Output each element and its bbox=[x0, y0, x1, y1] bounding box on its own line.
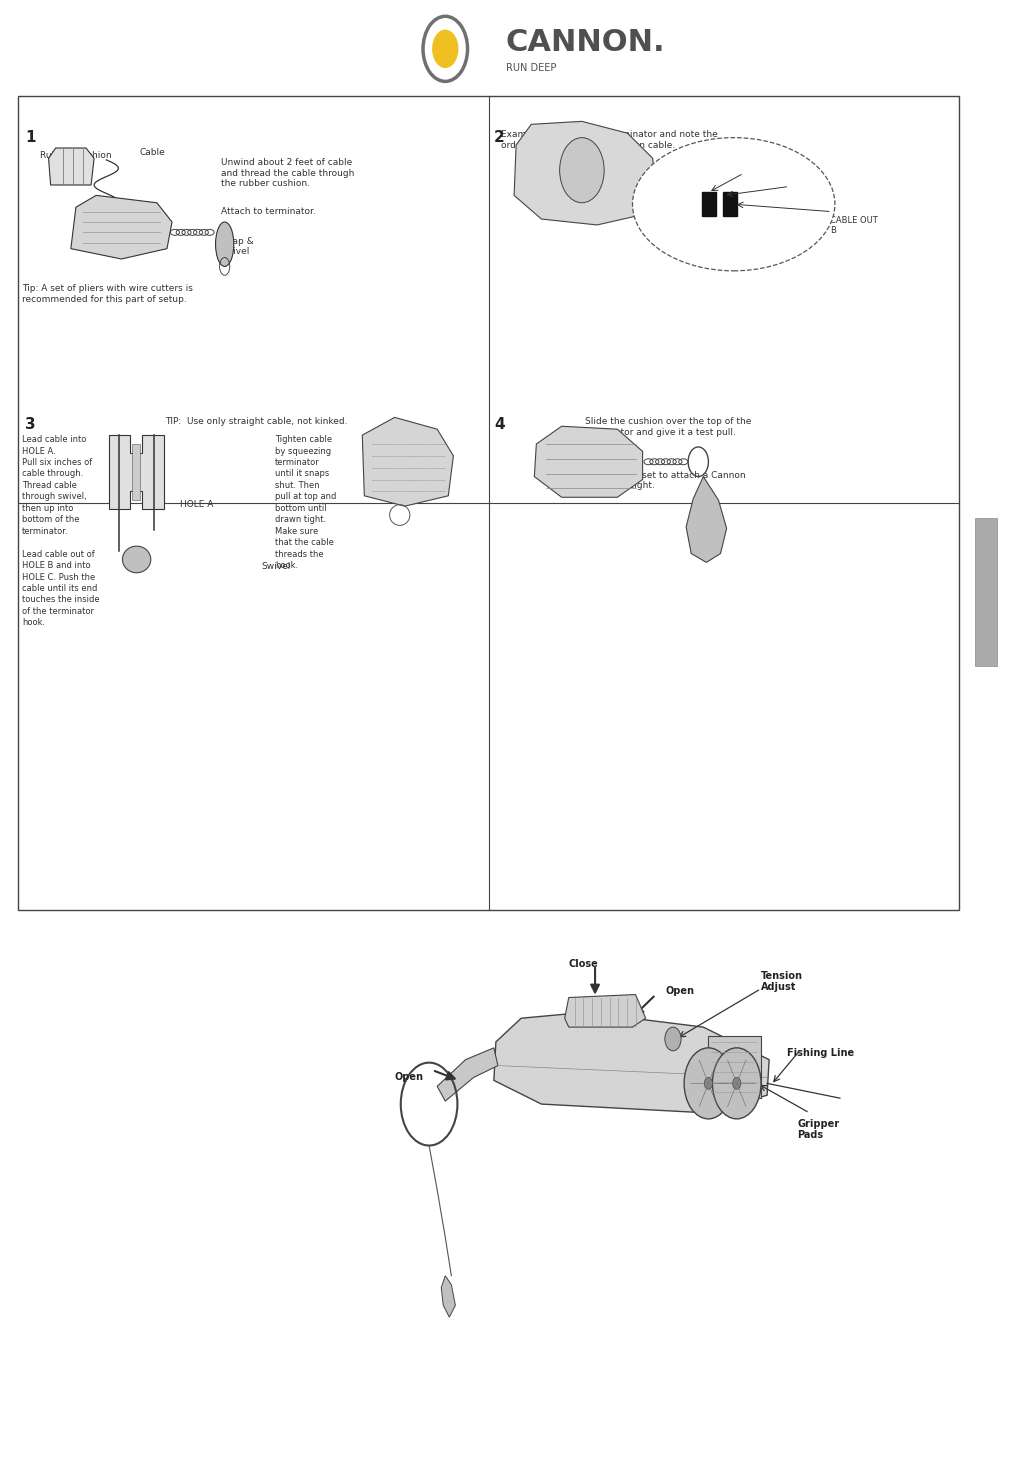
Text: Open: Open bbox=[665, 986, 695, 996]
Polygon shape bbox=[362, 417, 453, 506]
Polygon shape bbox=[493, 1012, 768, 1113]
Text: CABLE IN
A: CABLE IN A bbox=[738, 169, 776, 188]
Circle shape bbox=[432, 30, 458, 68]
Ellipse shape bbox=[632, 138, 834, 271]
Text: Fishing Line: Fishing Line bbox=[787, 1048, 853, 1058]
Circle shape bbox=[664, 1027, 680, 1051]
Text: Tighten cable
by squeezing
terminator
until it snaps
shut. Then
pull at top and
: Tighten cable by squeezing terminator un… bbox=[275, 435, 337, 570]
Text: Tip: A set of pliers with wire cutters is
recommended for this part of setup.: Tip: A set of pliers with wire cutters i… bbox=[22, 284, 193, 303]
Text: RUN DEEP: RUN DEEP bbox=[506, 64, 556, 73]
Polygon shape bbox=[441, 1276, 455, 1317]
Bar bbox=[974, 518, 996, 666]
Ellipse shape bbox=[215, 222, 234, 266]
Text: Snap &
Swivel: Snap & Swivel bbox=[220, 237, 253, 256]
Text: HOLE A: HOLE A bbox=[180, 500, 213, 509]
Polygon shape bbox=[49, 148, 94, 185]
Text: Gripper
Pads: Gripper Pads bbox=[797, 1119, 839, 1141]
Text: 1: 1 bbox=[25, 130, 35, 145]
Text: TIP:  Use only straight cable, not kinked.: TIP: Use only straight cable, not kinked… bbox=[165, 417, 347, 426]
Text: Rubber Cushion: Rubber Cushion bbox=[40, 151, 112, 160]
Bar bbox=[18, 96, 958, 910]
Text: Attach to terminator.: Attach to terminator. bbox=[220, 207, 315, 216]
Polygon shape bbox=[71, 195, 172, 259]
Bar bbox=[702, 192, 716, 216]
Bar bbox=[131, 444, 140, 500]
Polygon shape bbox=[437, 1048, 497, 1101]
Circle shape bbox=[423, 16, 467, 81]
Circle shape bbox=[683, 1048, 732, 1119]
Text: 4: 4 bbox=[493, 417, 503, 432]
Polygon shape bbox=[534, 426, 642, 497]
Text: CANNON.: CANNON. bbox=[506, 28, 665, 58]
Circle shape bbox=[712, 1048, 760, 1119]
Bar bbox=[722, 192, 736, 216]
Text: Open: Open bbox=[394, 1072, 424, 1082]
Circle shape bbox=[732, 1077, 740, 1089]
Text: Tension
Adjust: Tension Adjust bbox=[760, 971, 803, 993]
Text: 2: 2 bbox=[493, 130, 504, 145]
Text: Examine the top of the terminator and note the
order shown in the detail to run : Examine the top of the terminator and no… bbox=[500, 130, 717, 149]
Polygon shape bbox=[109, 435, 164, 509]
Text: The cable is set to attach a Cannon
Trolling Weight.: The cable is set to attach a Cannon Trol… bbox=[584, 471, 745, 490]
Bar bbox=[708, 1036, 760, 1098]
Polygon shape bbox=[564, 995, 645, 1027]
Text: 3: 3 bbox=[25, 417, 35, 432]
Circle shape bbox=[559, 138, 604, 203]
Text: Close: Close bbox=[568, 959, 598, 969]
Circle shape bbox=[704, 1077, 712, 1089]
Text: Unwind about 2 feet of cable
and thread the cable through
the rubber cushion.: Unwind about 2 feet of cable and thread … bbox=[220, 158, 354, 188]
Ellipse shape bbox=[122, 546, 151, 573]
Text: CABLE IN
C: CABLE IN C bbox=[789, 192, 827, 212]
Text: Slide the cushion over the top of the
terminator and give it a test pull.: Slide the cushion over the top of the te… bbox=[584, 417, 750, 437]
Polygon shape bbox=[514, 121, 655, 225]
Text: Swivel: Swivel bbox=[261, 562, 290, 571]
Text: Lead cable into
HOLE A.
Pull six inches of
cable through.
Thread cable
through s: Lead cable into HOLE A. Pull six inches … bbox=[22, 435, 100, 628]
Polygon shape bbox=[685, 477, 726, 562]
Text: CABLE OUT
B: CABLE OUT B bbox=[829, 216, 877, 235]
Text: Cable: Cable bbox=[140, 148, 165, 157]
